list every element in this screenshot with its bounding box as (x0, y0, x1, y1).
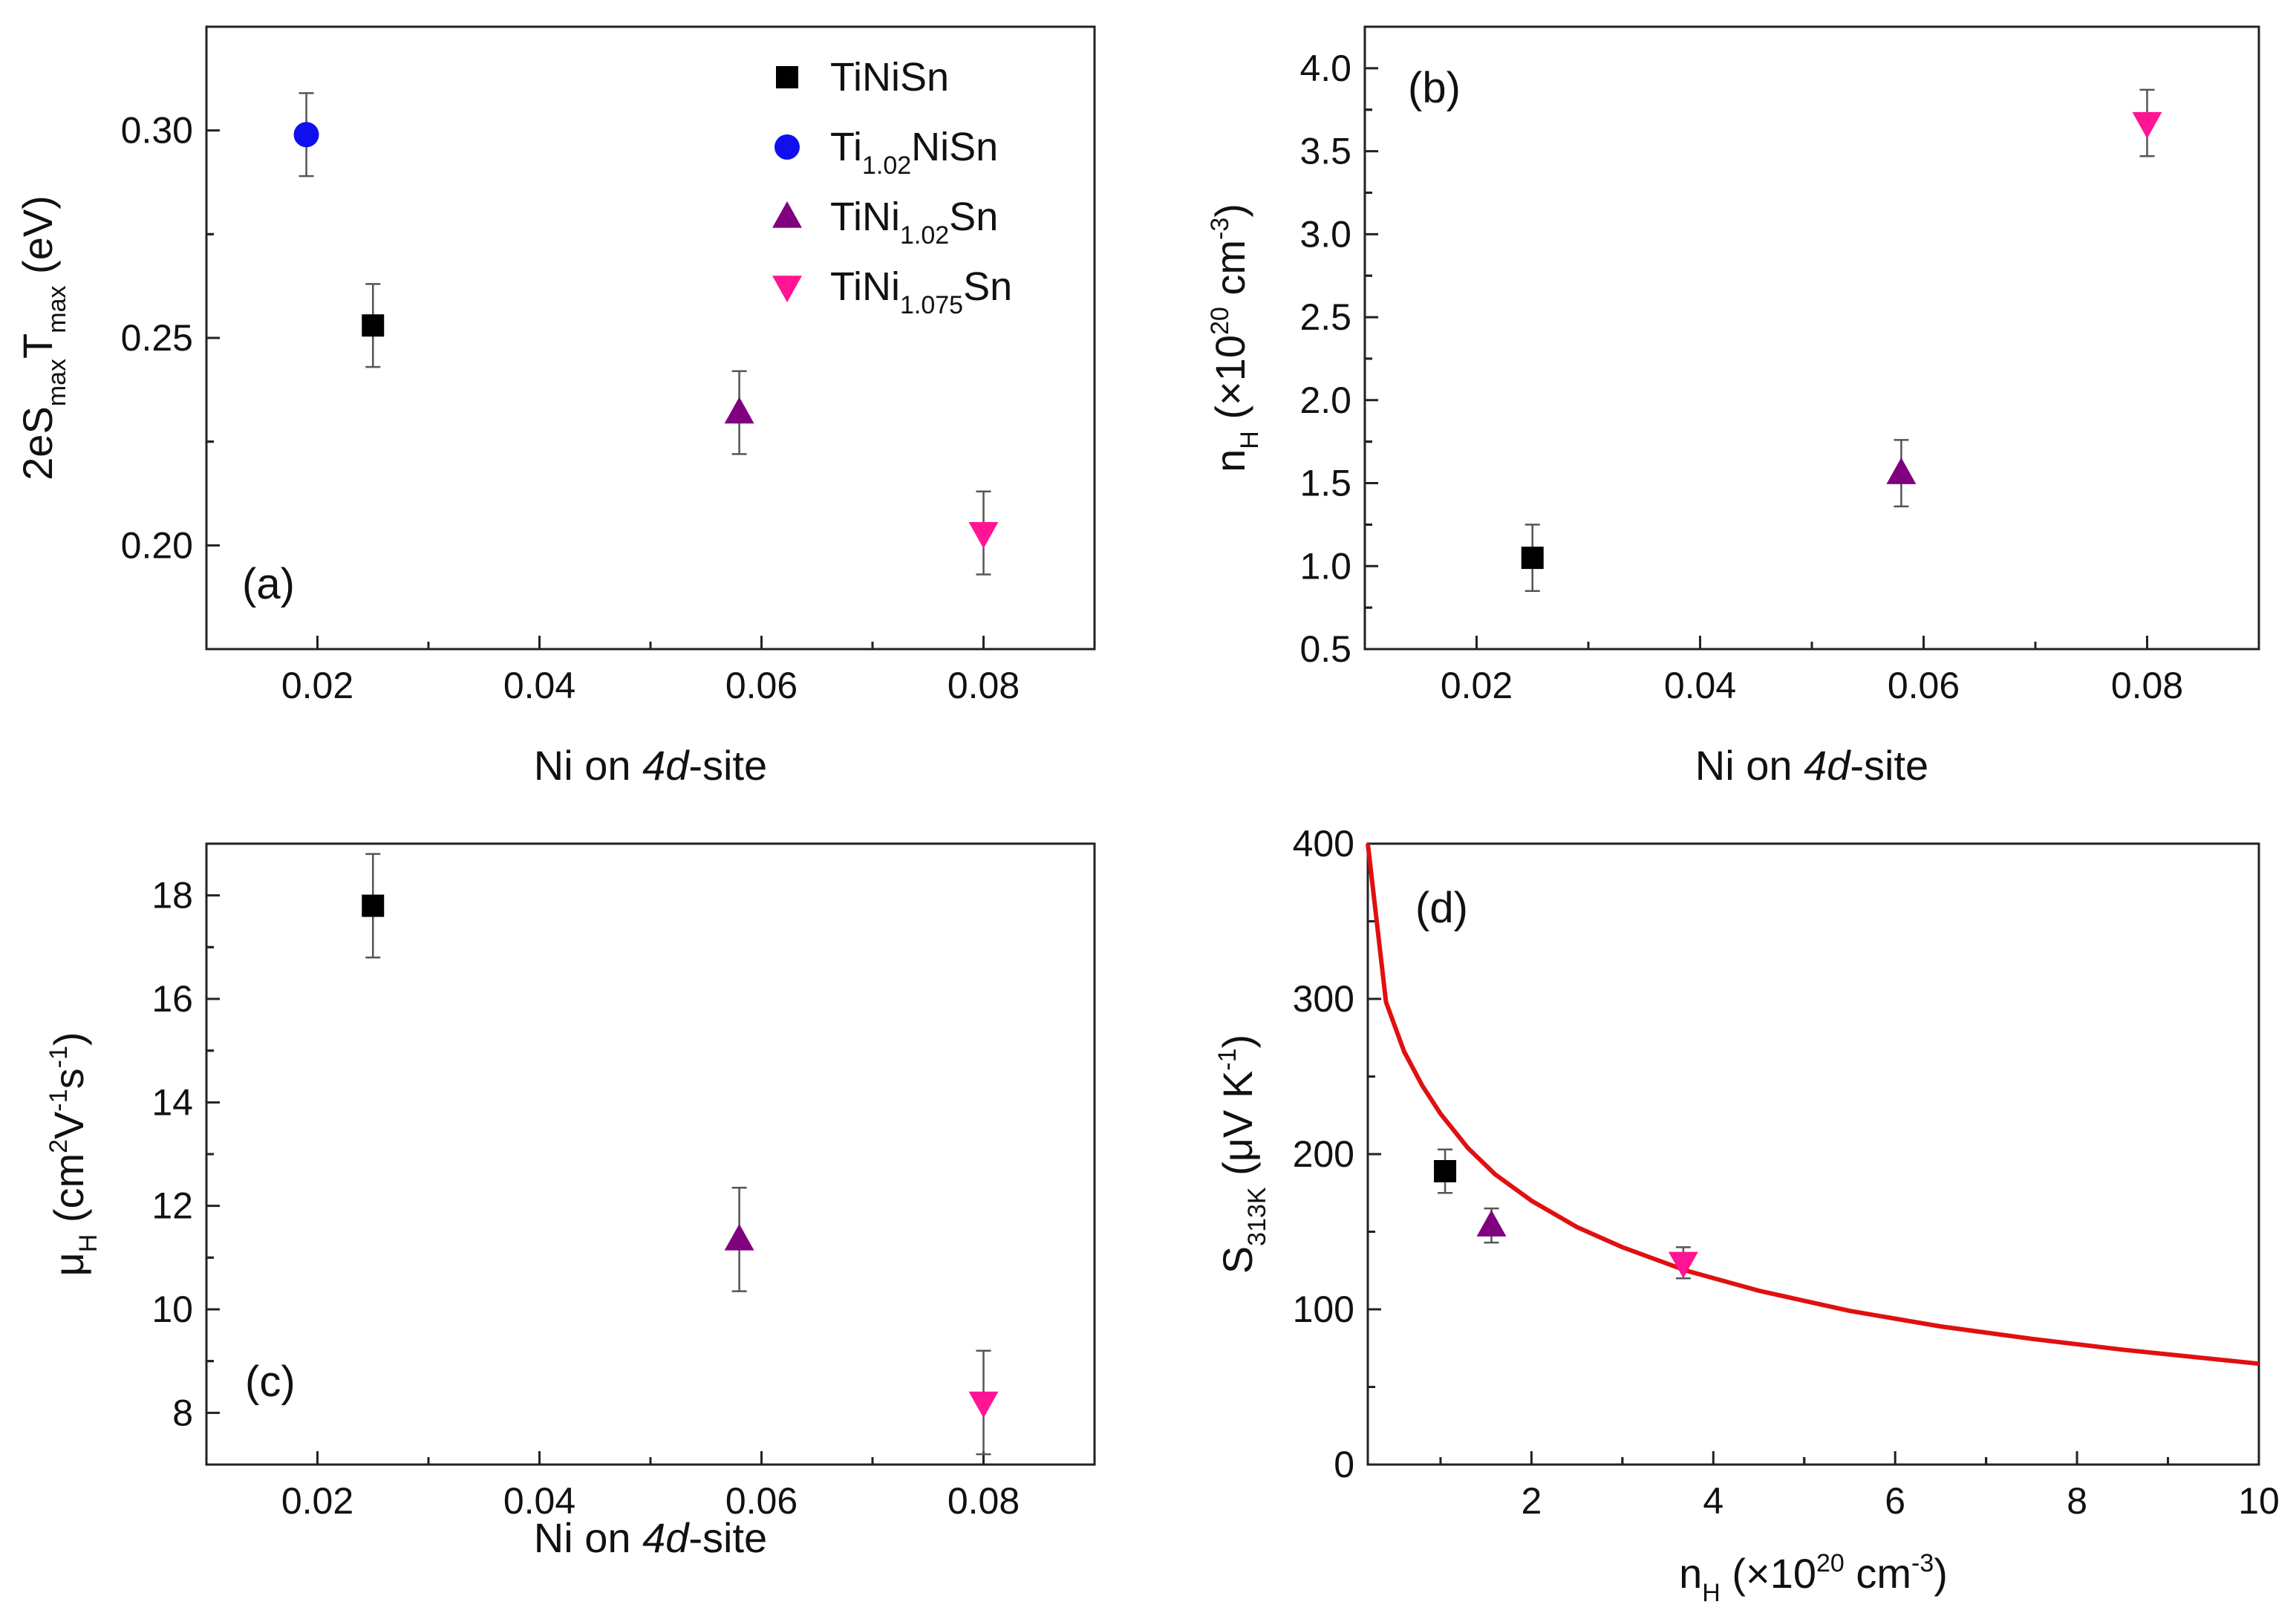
panel-a-point-tini1-02sn (724, 397, 754, 424)
panel-d-ytick-label: 200 (1293, 1133, 1354, 1175)
panel-b-xtick-label: 0.02 (1441, 665, 1513, 706)
panel-c-ytick-label: 14 (151, 1081, 193, 1123)
panel-c-xtick-label: 0.02 (281, 1480, 353, 1522)
panel-a-ytick-label: 0.25 (121, 317, 193, 359)
panel-c-label: (c) (245, 1358, 296, 1406)
panel-d-xtick-label: 4 (1703, 1480, 1723, 1522)
panel-b-xtick-label: 0.06 (1888, 665, 1960, 706)
panel-b-xtick-label: 0.08 (2111, 665, 2183, 706)
panel-a-ytick-label: 0.30 (121, 110, 193, 152)
panel-b-ytick-label: 4.0 (1299, 48, 1351, 89)
panel-a-ytick-label: 0.20 (121, 524, 193, 566)
panel-a: 0.02 0.04 0.06 0.08 0.20 0.25 0.30 (a) Ni on 4d-… (14, 25, 1096, 789)
panel-b-point-tini1-075sn (2132, 111, 2162, 139)
panel-d-xtick-label: 6 (1885, 1480, 1905, 1522)
panel-c-xtick-label: 0.06 (725, 1480, 798, 1522)
panel-b-ytick-label: 1.0 (1299, 545, 1351, 587)
panel-d-xtick-label: 8 (2067, 1480, 2087, 1522)
panel-c-ytick-label: 8 (172, 1392, 193, 1433)
panel-a-legend-label-tinisn: TiNiSn (830, 55, 949, 100)
panel-b-ytick-label: 2.5 (1299, 296, 1351, 338)
panel-c-ylabel: μH (cm2V-1s-1) (45, 1032, 102, 1276)
panel-d-xtick-label: 10 (2238, 1480, 2280, 1522)
panel-b-point-tinisn (1521, 547, 1544, 570)
panel-c-ytick-label: 12 (151, 1185, 193, 1227)
panel-c-xlabel: Ni on 4d-site (534, 1514, 767, 1561)
panel-a-legend-label-tini1-02sn: TiNi1.02Sn (830, 195, 998, 250)
panel-b-ylabel: nH (×1020 cm-3) (1206, 203, 1264, 472)
panel-c-xtick-label: 0.08 (948, 1480, 1020, 1522)
panel-a-legend: TiNiSn Ti1.02NiSn TiNi1.02Sn TiNi1.075Sn (772, 55, 1012, 319)
panel-c-ytick-label: 18 (151, 875, 193, 916)
panel-b: 0.02 0.04 0.06 0.08 0.5 1.0 1.5 2.0 2.5 3.0 3.5 4.0… (1206, 25, 2260, 789)
panel-d-xlabel: nH (×1020 cm-3) (1679, 1549, 1948, 1607)
panel-a-legend-marker-tini1-02sn (772, 201, 802, 228)
panel-c-ytick-label: 10 (151, 1289, 193, 1330)
panel-a-ylabel: 2eSmaxTmax (eV) (14, 195, 71, 481)
panel-c: 0.02 0.04 0.06 0.08 8 10 12 14 16 18 (c) Ni on 4d-s… (45, 842, 1096, 1561)
panel-a-xtick-label: 0.06 (725, 665, 798, 706)
panel-c-xtick-label: 0.04 (503, 1480, 575, 1522)
panel-d-point-tini1-075sn (1668, 1251, 1698, 1279)
panel-d-xtick-label: 2 (1522, 1480, 1542, 1522)
panel-d-frame (1366, 842, 2260, 1466)
panel-a-point-ti1-02nisn (293, 122, 319, 148)
panel-a-legend-marker-ti1-02nisn (774, 134, 800, 160)
panel-a-label: (a) (242, 560, 295, 608)
panel-b-ytick-label: 2.0 (1299, 380, 1351, 421)
panel-a-legend-marker-tinisn (776, 66, 798, 88)
panel-d-ytick-label: 400 (1293, 823, 1354, 864)
panel-a-frame (205, 25, 1096, 651)
panel-c-point-tinisn (362, 894, 385, 917)
panel-d-fit-curve (1366, 843, 2260, 1367)
panel-b-frame (1363, 25, 2260, 651)
panel-b-ytick-label: 3.5 (1299, 131, 1351, 172)
panel-d-point-tini1-02sn (1476, 1210, 1507, 1237)
panel-a-point-tinisn (362, 314, 385, 337)
panel-b-ytick-label: 1.5 (1299, 463, 1351, 504)
panel-a-xtick-label: 0.08 (948, 665, 1020, 706)
panel-b-point-tini1-02sn (1886, 457, 1917, 484)
panel-c-point-tini1-02sn (724, 1223, 754, 1251)
panel-c-point-tini1-075sn (968, 1391, 999, 1419)
panel-d-ylabel: S313K (μV K-1) (1213, 1035, 1271, 1274)
panel-a-xlabel: Ni on 4d-site (534, 742, 767, 789)
panel-a-legend-label-ti1-02nisn: Ti1.02NiSn (830, 125, 998, 180)
panel-a-point-tini1-075sn (968, 521, 999, 549)
panel-b-xlabel: Ni on 4d-site (1695, 742, 1928, 789)
panel-a-legend-marker-tini1-075sn (772, 276, 802, 302)
panel-c-ytick-label: 16 (151, 978, 193, 1020)
panel-b-xtick-label: 0.04 (1664, 665, 1736, 706)
panel-b-ytick-label: 0.5 (1299, 628, 1351, 670)
panel-d-ytick-label: 0 (1334, 1444, 1354, 1485)
panel-a-legend-label-tini1-075sn: TiNi1.075Sn (830, 264, 1012, 319)
panel-d-point-tinisn (1434, 1159, 1457, 1182)
panel-c-frame (205, 842, 1096, 1466)
panel-b-ytick-label: 3.0 (1299, 213, 1351, 255)
panel-d-ytick-label: 100 (1293, 1289, 1354, 1330)
panel-d-label: (d) (1415, 884, 1468, 932)
panel-b-label: (b) (1408, 64, 1461, 112)
panel-d-ytick-label: 300 (1293, 978, 1354, 1020)
panel-a-xtick-label: 0.04 (503, 665, 575, 706)
panel-a-xtick-label: 0.02 (281, 665, 353, 706)
